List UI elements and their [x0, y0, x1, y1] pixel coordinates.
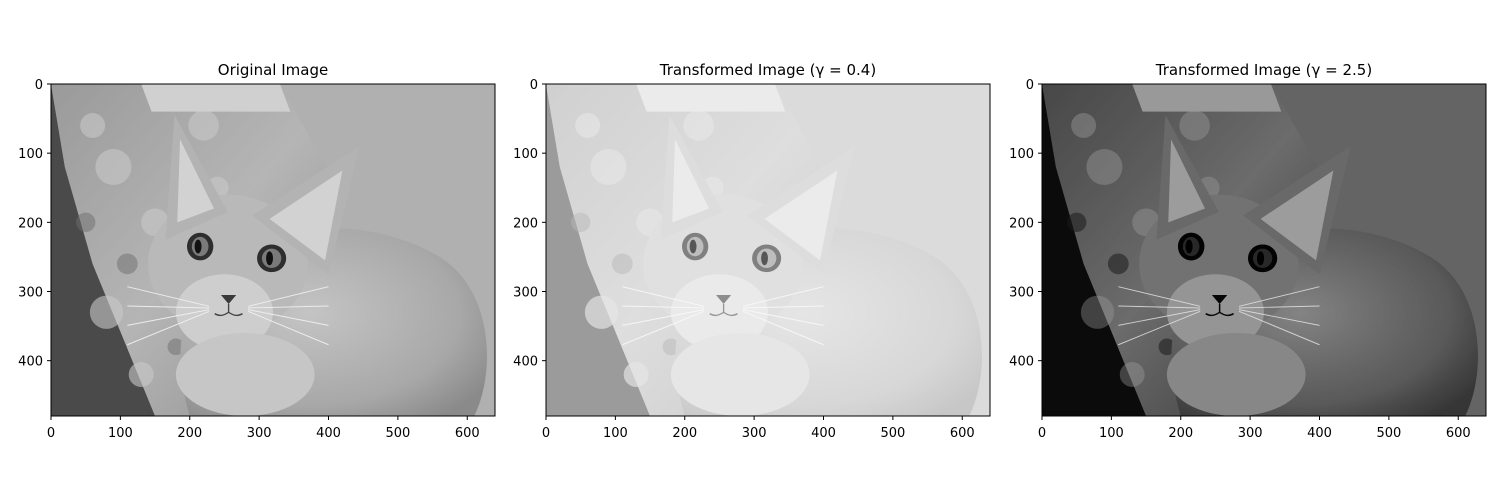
x-tick-label: 500: [880, 426, 905, 441]
subplot-2-image: [545, 83, 991, 417]
x-tick-label: 200: [1168, 426, 1193, 441]
y-tick-label: 400: [18, 355, 43, 370]
x-tick-label: 100: [108, 426, 133, 441]
subplot-2-title: Transformed Image (γ = 0.4): [659, 61, 876, 79]
y-tick-label: 400: [513, 355, 538, 370]
subplot-1-image: [50, 83, 496, 417]
x-tick-label: 600: [1446, 426, 1471, 441]
x-tick-label: 0: [47, 426, 55, 441]
subplot-2: Transformed Image (γ = 0.4) 0 100 200 300 400…: [513, 61, 991, 441]
x-tick-label: 400: [316, 426, 341, 441]
x-tick-label: 100: [1099, 426, 1124, 441]
subplot-3: Transformed Image (γ = 2.5) 0 100 200 300 400…: [1009, 61, 1487, 441]
x-tick-label: 400: [811, 426, 836, 441]
x-tick-label: 0: [542, 426, 550, 441]
subplot-1-title: Original Image: [218, 61, 328, 79]
y-tick-label: 200: [513, 216, 538, 231]
y-tick-label: 0: [530, 78, 538, 93]
x-tick-label: 200: [177, 426, 202, 441]
y-tick-label: 0: [35, 78, 43, 93]
subplot-1-frame: [50, 83, 496, 417]
subplot-3-image: [1041, 83, 1487, 417]
x-tick-label: 100: [603, 426, 628, 441]
x-tick-label: 300: [247, 426, 272, 441]
x-tick-label: 0: [1038, 426, 1046, 441]
x-tick-label: 600: [455, 426, 480, 441]
subplot-1: Original Image 0 100 200 300 400 500 600 0 100 200…: [18, 61, 496, 441]
y-tick-label: 100: [513, 147, 538, 162]
y-tick-label: 0: [1026, 78, 1034, 93]
x-tick-label: 500: [1376, 426, 1401, 441]
subplot-2-frame: [545, 83, 991, 417]
y-tick-label: 100: [1009, 147, 1034, 162]
y-tick-label: 300: [1009, 286, 1034, 301]
x-tick-label: 400: [1307, 426, 1332, 441]
x-tick-label: 200: [672, 426, 697, 441]
x-tick-label: 500: [385, 426, 410, 441]
y-tick-label: 200: [18, 216, 43, 231]
subplot-3-frame: [1041, 83, 1487, 417]
x-tick-label: 600: [950, 426, 975, 441]
subplot-3-title: Transformed Image (γ = 2.5): [1155, 61, 1372, 79]
y-tick-label: 400: [1009, 355, 1034, 370]
y-tick-label: 100: [18, 147, 43, 162]
y-tick-label: 200: [1009, 216, 1034, 231]
x-tick-label: 300: [742, 426, 767, 441]
y-tick-label: 300: [18, 286, 43, 301]
y-tick-label: 300: [513, 286, 538, 301]
x-tick-label: 300: [1238, 426, 1263, 441]
